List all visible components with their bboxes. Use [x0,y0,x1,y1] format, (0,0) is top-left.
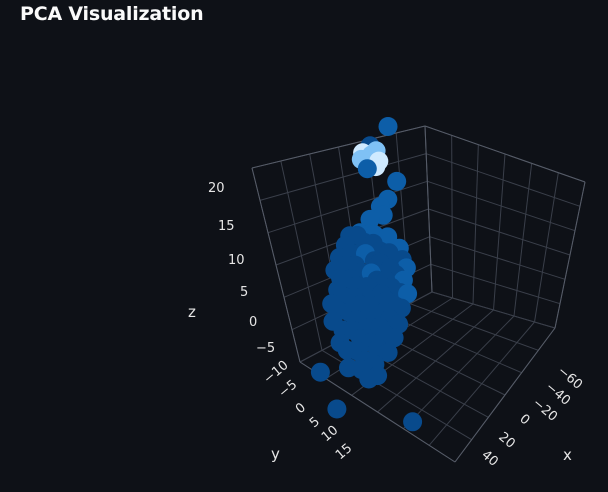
scatter-point[interactable] [387,171,407,191]
y-axis-title: y [271,445,280,463]
x-tick-label: 20 [495,430,517,452]
axis-edge [424,125,586,183]
scatter-point[interactable] [403,412,423,432]
axis-edge [454,327,556,463]
axis-edge [251,167,301,363]
z-tick-label: 0 [249,315,257,330]
scatter-point[interactable] [360,209,380,229]
y-tick-label: 5 [307,414,323,431]
grid-line [431,291,556,329]
scatter-point[interactable] [378,117,398,136]
z-tick-label: 10 [228,253,245,268]
grid-line [430,263,561,305]
axis-edge [251,125,426,169]
z-tick-label: 20 [208,181,225,196]
x-axis-title: x [563,446,572,464]
scatter-point[interactable] [359,369,379,389]
y-tick-label: 15 [333,441,355,463]
z-tick-label: −5 [256,341,275,356]
z-tick-label: 15 [218,219,235,234]
axis-frame [251,125,586,463]
y-tick-label: 0 [293,400,309,417]
grid-line [409,303,539,351]
scatter-point[interactable] [357,159,377,179]
axis-edge [554,181,586,329]
scatter-point[interactable] [378,343,398,362]
page-title: PCA Visualization [20,3,204,25]
scatter-point[interactable] [384,328,404,348]
grid-line [402,315,515,430]
z-tick-label: 5 [240,285,248,300]
axis-edge [424,125,433,293]
x-tick-label: 0 [516,412,532,429]
points-layer [310,117,423,432]
scatter-point[interactable] [327,399,347,419]
scatter-point[interactable] [310,362,330,382]
scatter-point[interactable] [398,284,418,304]
grid-line [428,321,535,446]
y-tick-label: −5 [276,377,300,401]
z-axis-title: z [188,303,196,321]
x-tick-label: 40 [478,448,500,470]
